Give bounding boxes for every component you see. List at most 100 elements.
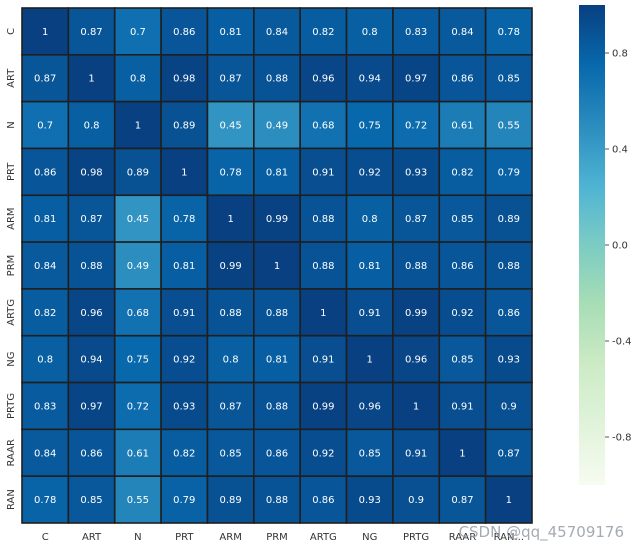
heatmap-cell-ARM-ARTG — [299, 194, 348, 243]
heatmap-cell-N-PRTG — [392, 100, 441, 150]
colorbar-tick-label: 0.8 — [612, 49, 628, 60]
cell-value-label: 0.7 — [130, 27, 146, 38]
cell-value-label: 0.88 — [266, 401, 288, 412]
heatmap-cell-ARM-N — [113, 194, 162, 243]
cell-value-label: 0.86 — [173, 27, 195, 38]
cell-value-label: 1 — [135, 121, 141, 132]
heatmap-cell-ARTG-ART — [67, 288, 116, 337]
x-tick-label: ART — [82, 532, 102, 543]
cell-value-label: 0.45 — [220, 121, 242, 132]
cell-value-label: 1 — [413, 401, 419, 412]
x-tick-label: RAAR — [449, 532, 477, 543]
cell-value-label: 0.86 — [80, 448, 102, 459]
heatmap-cell-PRTG-RAN... — [484, 381, 533, 431]
heatmap-cell-C-RAAR — [438, 7, 487, 56]
cell-value-label: 0.98 — [173, 74, 195, 85]
y-tick-label: ARTG — [6, 299, 17, 326]
heatmap-cell-ARTG-RAAR — [438, 288, 487, 337]
cell-value-label: 0.85 — [359, 448, 381, 459]
heatmap-cell-ARM-PRM — [253, 194, 301, 243]
x-axis-tick-labels: C ART N PRT ARM PRM ARTG NG PRTG RAAR RAN... — [42, 532, 524, 543]
heatmap-cell-ARM-PRTG — [392, 194, 441, 243]
cell-value-label: 0.91 — [312, 355, 334, 366]
cell-value-label: 0.92 — [312, 448, 334, 459]
heatmap-cell-NG-ART — [67, 334, 116, 384]
heatmap-cell-RAN-RAN... — [484, 475, 533, 524]
heatmap-cell-PRTG-N — [113, 381, 162, 431]
cell-value-label: 0.75 — [359, 121, 381, 132]
colorbar-tick-labels: 0.8 0.4 0.0 -0.4 -0.8 — [605, 49, 632, 444]
heatmap-cell-C-PRM — [253, 7, 301, 56]
heatmap-cell-PRTG-PRTG — [392, 381, 441, 431]
heatmap-cell-ARM-RAAR — [438, 194, 487, 243]
cell-value-label: 0.88 — [312, 261, 334, 272]
cell-value-label: 0.72 — [127, 401, 149, 412]
heatmap-cell-RAAR-RAN... — [484, 428, 533, 477]
heatmap-cell-N-ARM — [206, 100, 255, 150]
heatmap-cell-PRM-PRT — [160, 241, 209, 290]
cell-value-label: 0.87 — [405, 214, 427, 225]
cell-value-label: 1 — [506, 495, 512, 506]
cell-value-label: 0.68 — [312, 121, 334, 132]
cell-value-label: 0.82 — [451, 167, 473, 178]
cell-value-label: 0.94 — [80, 355, 102, 366]
cell-value-label: 0.87 — [34, 74, 56, 85]
cell-value-label: 0.88 — [498, 261, 520, 272]
cell-value-label: 0.96 — [359, 401, 381, 412]
cell-value-label: 0.88 — [312, 214, 334, 225]
cell-value-label: 0.86 — [266, 448, 288, 459]
watermark: CSDN @qq_45709176 — [458, 523, 624, 541]
cell-value-label: 0.91 — [312, 167, 334, 178]
cell-value-label: 0.72 — [405, 121, 427, 132]
cell-value-label: 0.89 — [220, 495, 242, 506]
heatmap-cell-PRT-PRT — [160, 147, 209, 197]
cell-value-label: 0.78 — [498, 27, 520, 38]
heatmap-cell-ARTG-N — [113, 288, 162, 337]
cell-value-label: 0.86 — [498, 308, 520, 319]
heatmap-cell-C-C — [21, 7, 70, 56]
cell-value-label: 0.85 — [451, 214, 473, 225]
heatmap-cell-ART-RAN... — [484, 54, 533, 103]
heatmap-cell-N-RAN... — [484, 100, 533, 150]
cell-value-label: 0.88 — [266, 495, 288, 506]
cell-value-label: 0.87 — [498, 448, 520, 459]
y-tick-label: N — [6, 121, 17, 128]
heatmap-cell-NG-ARM — [206, 334, 255, 384]
heatmap-cell-RAAR-PRT — [160, 428, 209, 477]
cell-value-label: 0.86 — [312, 495, 334, 506]
heatmap-cell-RAN-C — [21, 475, 70, 524]
cell-value-label: 0.82 — [34, 308, 56, 319]
cell-value-label: 0.99 — [220, 261, 242, 272]
heatmap-cells — [21, 7, 533, 524]
cell-value-label: 0.83 — [405, 27, 427, 38]
heatmap-cell-PRM-PRM — [253, 241, 301, 290]
cell-value-label: 0.9 — [408, 495, 424, 506]
y-tick-label: C — [6, 28, 17, 35]
cell-value-label: 1 — [181, 167, 187, 178]
cell-value-label: 0.81 — [266, 355, 288, 366]
cell-value-label: 0.89 — [173, 121, 195, 132]
heatmap-cell-C-NG — [345, 7, 394, 56]
cell-value-label: 0.92 — [173, 355, 195, 366]
x-tick-label: ARTG — [310, 532, 337, 543]
cell-value-label: 0.84 — [451, 27, 473, 38]
heatmap-cell-ARTG-PRM — [253, 288, 301, 337]
cell-value-label: 0.82 — [312, 27, 334, 38]
heatmap-cell-PRM-C — [21, 241, 70, 290]
cell-value-label: 0.81 — [220, 27, 242, 38]
heatmap-cell-ARM-ARM — [206, 194, 255, 243]
cell-value-label: 0.96 — [312, 74, 334, 85]
cell-value-label: 0.9 — [501, 401, 517, 412]
cell-value-label: 0.85 — [80, 495, 102, 506]
colorbar-tick-label: -0.8 — [612, 433, 632, 444]
y-tick-label: PRT — [6, 162, 17, 181]
cell-value-label: 0.83 — [34, 401, 56, 412]
cell-value-label: 0.97 — [80, 401, 102, 412]
heatmap-cell-ARTG-C — [21, 288, 70, 337]
cell-value-label: 1 — [367, 355, 373, 366]
heatmap-cell-RAN-NG — [345, 475, 394, 524]
heatmap-cell-PRT-PRTG — [392, 147, 441, 197]
cell-value-label: 0.78 — [34, 495, 56, 506]
cell-value-label: 0.85 — [498, 74, 520, 85]
cell-value-label: 0.78 — [173, 214, 195, 225]
